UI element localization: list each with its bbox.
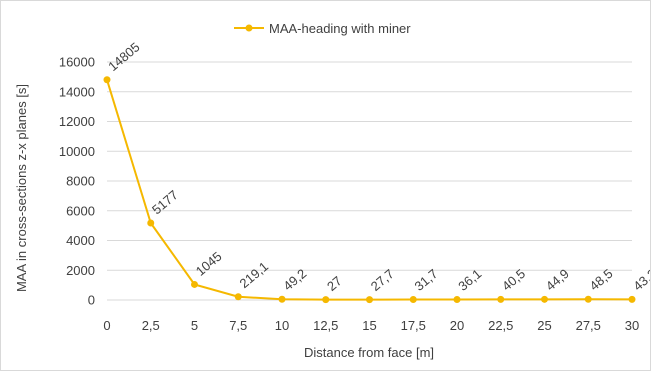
x-tick-label: 22,5 [488,318,513,333]
data-point [234,293,242,301]
y-tick-label: 16000 [59,55,95,70]
x-tick-label: 27,5 [576,318,601,333]
x-tick-label: 10 [275,318,289,333]
y-tick-label: 8000 [66,174,95,189]
x-axis-ticks: 0 2,5 5 7,5 10 12,5 15 17,5 20 22,5 25 27,5 30 [103,318,639,333]
data-label: 27 [324,273,345,294]
y-axis-ticks: 0 2000 4000 6000 8000 10000 12000 14000 16000 [59,55,95,308]
data-label: 219,1 [237,259,272,291]
x-tick-label: 30 [625,318,639,333]
data-point [628,295,636,303]
data-point [541,295,548,303]
data-label: 5177 [149,187,181,217]
data-point [409,296,417,304]
legend-label: MAA-heading with miner [269,21,411,36]
x-tick-label: 7,5 [229,318,247,333]
x-tick-label: 25 [537,318,551,333]
y-tick-label: 10000 [59,144,95,159]
y-tick-label: 2000 [66,263,95,278]
x-axis-title: Distance from face [m] [304,345,434,360]
data-point [191,280,198,288]
y-tick-label: 12000 [59,114,95,129]
legend-point-marker [245,24,253,32]
data-label: 43,2 [630,266,650,294]
x-tick-label: 2,5 [142,318,160,333]
data-point [584,295,592,303]
data-point [497,295,505,303]
x-tick-label: 0 [103,318,110,333]
series-line [106,79,633,301]
series-points [103,76,636,304]
data-label: 1045 [193,249,225,279]
data-label: 14805 [105,39,142,74]
y-tick-label: 14000 [59,84,95,99]
x-tick-label: 20 [450,318,464,333]
y-tick-label: 0 [88,293,95,308]
data-point [278,295,286,303]
y-tick-label: 6000 [66,203,95,218]
x-tick-label: 12,5 [313,318,338,333]
data-point [366,296,373,304]
x-tick-label: 17,5 [401,318,426,333]
legend: MAA-heading with miner [234,21,411,36]
data-point [453,295,461,303]
y-axis-title: MAA in cross-sections z-x planes [s] [14,84,29,292]
data-point [103,76,111,84]
x-tick-label: 5 [191,318,198,333]
x-tick-label: 15 [362,318,376,333]
data-point [147,219,155,227]
y-tick-label: 4000 [66,233,95,248]
data-point [322,296,330,304]
gridlines [107,61,632,301]
